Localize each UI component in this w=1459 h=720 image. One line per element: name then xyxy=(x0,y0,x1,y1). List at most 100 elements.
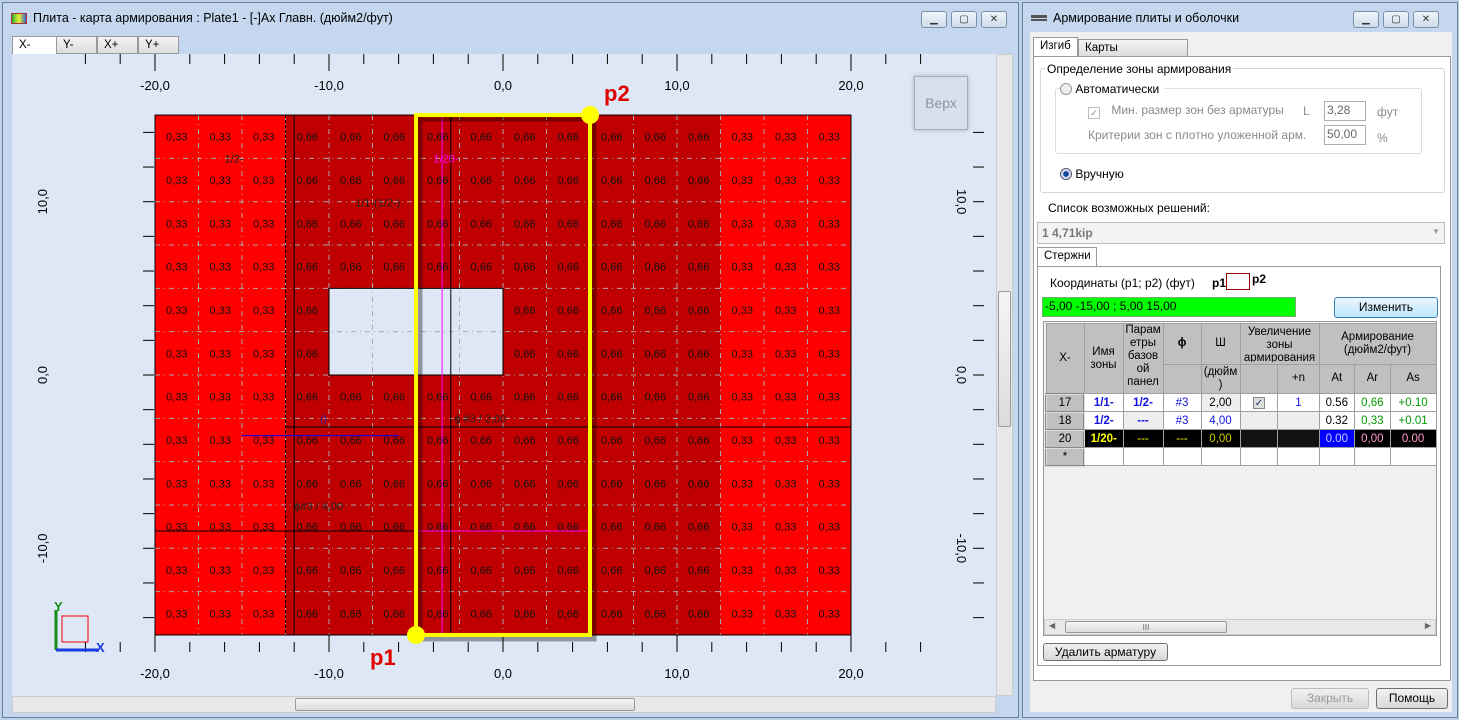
table-row[interactable]: 18 1/2- --- #3 4,00 0.32 0,33 +0.01 xyxy=(1045,410,1437,431)
view-cube[interactable]: Верх xyxy=(914,76,968,130)
cell-value: 0,66 xyxy=(340,262,361,274)
maximize-button[interactable]: ▢ xyxy=(951,11,977,28)
map-cell xyxy=(633,158,678,203)
cell-value: 0,33 xyxy=(253,435,274,447)
x-axis-label-top: 20,0 xyxy=(838,78,863,93)
cell-value: 0,66 xyxy=(688,522,709,534)
cell-value: 0,66 xyxy=(645,608,666,620)
manual-radio[interactable]: Вручную xyxy=(1060,167,1124,181)
min-size-checkbox[interactable]: ✓ Мин. размер зон без арматуры xyxy=(1088,103,1284,119)
close-dialog-button[interactable]: Закрыть xyxy=(1291,688,1369,709)
cell-value: 0,66 xyxy=(688,608,709,620)
as-cell: +0.10 xyxy=(1389,393,1437,412)
map-cell xyxy=(198,245,243,289)
cell-value: 0,66 xyxy=(297,262,318,274)
map-cell xyxy=(198,461,243,506)
dialog-maximize-button[interactable]: ▢ xyxy=(1383,11,1409,28)
table-horizontal-scrollbar[interactable]: ◀ III ▶ xyxy=(1044,619,1436,635)
dialog-title: Армирование плиты и оболочки xyxy=(1053,11,1240,25)
auto-radio[interactable]: Автоматически xyxy=(1060,82,1166,96)
criteria-input[interactable]: 50,00 xyxy=(1324,125,1366,145)
map-cell xyxy=(242,461,286,506)
map-cell xyxy=(372,201,417,246)
tab-x-minus[interactable]: X- xyxy=(12,36,57,55)
y-axis-label-left: 10,0 xyxy=(35,189,50,214)
row-id[interactable]: 20 xyxy=(1045,428,1085,449)
change-button[interactable]: Изменить xyxy=(1334,297,1438,318)
map-cell xyxy=(198,158,243,203)
row-id[interactable]: 17 xyxy=(1045,392,1085,413)
ar-cell: 0,00 xyxy=(1354,429,1391,448)
row-id[interactable]: 18 xyxy=(1045,410,1085,431)
app-icon xyxy=(11,12,27,24)
map-cell xyxy=(155,548,199,593)
tab-y-plus[interactable]: Y+ xyxy=(138,36,179,54)
spacing-cell[interactable]: 2,00 xyxy=(1200,393,1241,412)
x-axis-label-bottom: 10,0 xyxy=(664,666,689,681)
minimize-button[interactable]: ▁ xyxy=(921,11,947,28)
map-cell xyxy=(372,115,417,159)
map-cell xyxy=(590,245,634,289)
map-cell xyxy=(459,461,504,506)
n-cell[interactable]: 1 xyxy=(1277,393,1320,412)
table-row[interactable]: 17 1/1- 1/2- #3 2,00 ✓ 1 0.56 0,66 +0.10 xyxy=(1045,392,1437,413)
delete-reinforcement-button[interactable]: Удалить арматуру xyxy=(1043,643,1168,661)
tab-bending[interactable]: Изгиб xyxy=(1033,37,1078,56)
map-cell xyxy=(285,201,330,246)
help-button[interactable]: Помощь xyxy=(1376,688,1448,709)
cell-value: 0,66 xyxy=(384,435,405,447)
horizontal-scrollbar[interactable] xyxy=(12,696,996,713)
cell-value: 0,66 xyxy=(688,435,709,447)
zone-cell[interactable]: 1/20- xyxy=(1083,429,1124,448)
map-cell xyxy=(459,245,504,289)
map-cell xyxy=(807,548,852,593)
n-cell[interactable] xyxy=(1277,411,1320,430)
p2-handle[interactable] xyxy=(581,106,599,125)
zone-cell[interactable]: 1/2- xyxy=(1083,411,1124,430)
zone-cell[interactable]: 1/1- xyxy=(1083,393,1124,412)
phi-cell[interactable]: #3 xyxy=(1162,411,1202,430)
tab-reinforcement-maps[interactable]: Карты армирования xyxy=(1078,39,1188,66)
bar-label: ϕ#3 / 4,00 xyxy=(294,501,343,513)
reinforcement-map-canvas[interactable]: 0,33 0,33 0,33 0,66 0,66 0,66 0,66 0,66 0,66 0,66… xyxy=(12,54,996,696)
phi-cell[interactable]: #3 xyxy=(1162,393,1202,412)
p1-handle[interactable] xyxy=(407,625,425,644)
extend-cell[interactable] xyxy=(1239,411,1279,430)
phi-cell[interactable]: --- xyxy=(1162,429,1202,448)
as-cell: +0.01 xyxy=(1389,411,1437,430)
spacing-cell[interactable]: 4,00 xyxy=(1200,411,1241,430)
map-cell xyxy=(155,461,199,506)
base-cell[interactable]: 1/2- xyxy=(1122,393,1164,412)
extend-checkbox[interactable]: ✓ xyxy=(1239,393,1279,412)
close-button[interactable]: ✕ xyxy=(981,11,1007,28)
solutions-dropdown[interactable]: 1 4,71kip ▼ xyxy=(1037,222,1445,244)
new-row-marker[interactable]: * xyxy=(1045,446,1085,467)
tab-y-minus[interactable]: Y- xyxy=(56,36,97,54)
map-cell xyxy=(546,504,591,549)
map-cell xyxy=(807,245,852,289)
map-cell xyxy=(285,461,330,506)
cell-value: 0,33 xyxy=(732,435,753,447)
coords-input[interactable]: -5,00 -15,00 ; 5,00 15,00 xyxy=(1042,297,1296,317)
table-row-selected[interactable]: 20 1/20- --- --- 0,00 0.00 0,00 0.00 xyxy=(1045,428,1437,449)
map-cell xyxy=(590,504,634,549)
base-cell[interactable]: --- xyxy=(1122,411,1164,430)
map-cell xyxy=(633,115,678,159)
cell-value: 0,66 xyxy=(297,175,318,187)
cell-value: 0,33 xyxy=(819,132,840,144)
spacing-cell[interactable]: 0,00 xyxy=(1200,429,1241,448)
vertical-scrollbar[interactable] xyxy=(996,54,1013,696)
tab-bars[interactable]: Стержни xyxy=(1037,247,1097,266)
y-axis-label-left: -10,0 xyxy=(35,533,50,563)
reinforcement-map[interactable]: 0,33 0,33 0,33 0,66 0,66 0,66 0,66 0,66 0,66 0,66… xyxy=(12,54,996,696)
map-cell xyxy=(590,288,634,333)
min-size-input[interactable]: 3,28 xyxy=(1324,101,1366,121)
base-cell[interactable]: --- xyxy=(1122,429,1164,448)
table-new-row[interactable]: * xyxy=(1045,446,1437,467)
tab-x-plus[interactable]: X+ xyxy=(97,36,138,54)
dialog-minimize-button[interactable]: ▁ xyxy=(1353,11,1379,28)
map-cell xyxy=(372,461,417,506)
dialog-close-button[interactable]: ✕ xyxy=(1413,11,1439,28)
map-cell xyxy=(546,591,591,636)
zone-definition-label: Определение зоны армирования xyxy=(1045,62,1234,76)
